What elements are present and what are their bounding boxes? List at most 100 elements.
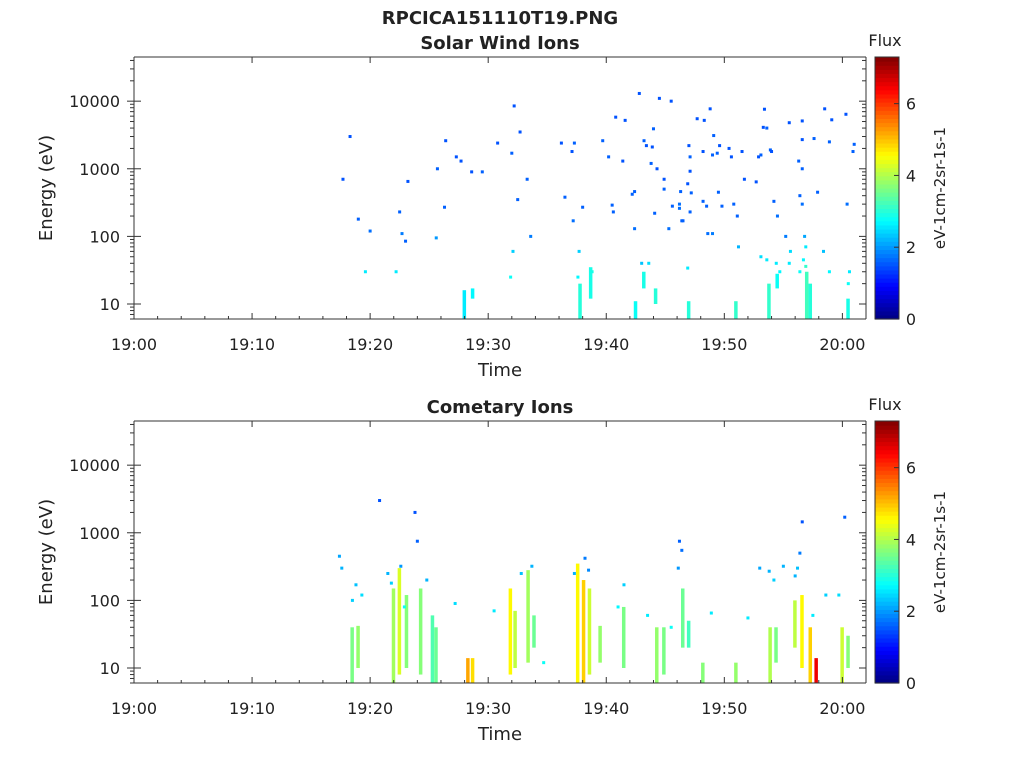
colorbar-segment bbox=[875, 298, 899, 304]
colorbar-segment bbox=[875, 490, 899, 496]
flux-column bbox=[662, 627, 666, 675]
panel-cometary-ions: Cometary Ions 19:00 19:10 19:20 19:30 19:40 19… bbox=[36, 395, 949, 745]
colorbar-segment bbox=[875, 69, 899, 74]
flux-bin bbox=[718, 144, 722, 148]
flux-column bbox=[598, 625, 602, 663]
flux-bin bbox=[781, 564, 785, 568]
colorbar-frame bbox=[874, 56, 900, 320]
colorbar-segment bbox=[875, 498, 899, 504]
colorbar-segment bbox=[875, 241, 899, 246]
flux-column bbox=[767, 283, 771, 319]
flux-bin bbox=[843, 515, 847, 519]
flux-bin bbox=[646, 613, 650, 617]
flux-bin bbox=[770, 150, 774, 154]
colorbar-segment bbox=[875, 588, 899, 594]
flux-bin bbox=[775, 214, 779, 218]
y-tick-label: 100 bbox=[89, 591, 120, 610]
flux-bin bbox=[847, 270, 851, 274]
colorbar-segment bbox=[875, 294, 899, 300]
colorbar-segment bbox=[875, 257, 899, 263]
flux-column bbox=[532, 615, 536, 648]
colorbar-segment bbox=[875, 449, 899, 455]
flux-bin bbox=[852, 142, 856, 146]
colorbar-segment bbox=[875, 228, 899, 234]
colorbar-segment bbox=[875, 237, 899, 242]
flux-bin bbox=[754, 180, 758, 184]
colorbar-segment bbox=[875, 482, 899, 488]
flux-bin bbox=[712, 134, 716, 138]
flux-bin bbox=[402, 605, 406, 609]
colorbar-segment bbox=[875, 613, 899, 619]
flux-column bbox=[734, 301, 738, 319]
flux-bin bbox=[824, 593, 828, 597]
flux-bin bbox=[459, 159, 463, 163]
flux-bin bbox=[563, 195, 567, 199]
colorbar-segment bbox=[875, 93, 899, 99]
colorbar-segment bbox=[875, 560, 899, 565]
flux-bin bbox=[642, 139, 646, 143]
flux-column bbox=[578, 283, 582, 319]
colorbar-segment bbox=[875, 629, 899, 635]
colorbar-tick-label: 0 bbox=[906, 674, 916, 693]
flux-bin bbox=[350, 598, 354, 602]
flux-bin bbox=[701, 150, 705, 154]
flux-bin bbox=[614, 115, 618, 119]
flux-bin bbox=[340, 566, 344, 570]
flux-bin bbox=[772, 199, 776, 203]
flux-bin bbox=[519, 571, 523, 575]
flux-column bbox=[655, 627, 659, 683]
colorbar-segment bbox=[875, 502, 899, 508]
flux-bin bbox=[651, 127, 655, 131]
plot-area bbox=[134, 57, 866, 319]
colorbar-segment bbox=[875, 597, 899, 602]
flux-bin bbox=[765, 258, 769, 262]
flux-bin bbox=[644, 144, 648, 148]
flux-bin bbox=[720, 204, 724, 208]
flux-bin bbox=[679, 190, 683, 194]
colorbar-segment bbox=[875, 601, 899, 606]
colorbar-segment bbox=[875, 306, 899, 312]
flux-bin bbox=[363, 270, 367, 274]
flux-bin bbox=[341, 177, 345, 181]
flux-bin bbox=[386, 571, 390, 575]
colorbar-segment bbox=[875, 433, 899, 438]
colorbar-segment bbox=[875, 568, 899, 574]
colorbar-segment bbox=[875, 658, 899, 664]
flux-bin bbox=[425, 578, 429, 582]
colorbar-segment bbox=[875, 527, 899, 533]
flux-bin bbox=[637, 91, 641, 95]
flux-bin bbox=[518, 130, 522, 134]
flux-bin bbox=[827, 140, 831, 144]
flux-bin bbox=[413, 510, 417, 514]
flux-bin bbox=[611, 210, 615, 214]
colorbar-segment bbox=[875, 486, 899, 492]
x-tick-label: 20:00 bbox=[819, 699, 865, 718]
flux-column bbox=[793, 600, 797, 648]
flux-bin bbox=[768, 148, 772, 152]
flux-column bbox=[768, 627, 772, 683]
flux-bin bbox=[649, 161, 653, 165]
flux-bin bbox=[348, 135, 352, 139]
flux-bin bbox=[687, 144, 691, 148]
flux-bin bbox=[677, 202, 681, 206]
flux-bin bbox=[827, 270, 831, 274]
colorbar-segment bbox=[875, 556, 899, 561]
colorbar-segment bbox=[875, 425, 899, 430]
colorbar-segment bbox=[875, 224, 899, 230]
flux-bin bbox=[576, 275, 580, 279]
colorbar-segment bbox=[875, 441, 899, 447]
flux-column bbox=[814, 658, 818, 683]
colorbar-segment bbox=[875, 126, 899, 132]
flux-bin bbox=[404, 239, 408, 243]
colorbar-tick-label: 4 bbox=[906, 530, 916, 549]
colorbar-segment bbox=[875, 445, 899, 451]
colorbar-segment bbox=[875, 437, 899, 443]
flux-bin bbox=[676, 566, 680, 570]
flux-bin bbox=[800, 138, 804, 142]
flux-column bbox=[840, 627, 844, 683]
flux-bin bbox=[681, 219, 685, 223]
colorbar-segment bbox=[875, 453, 899, 459]
flux-bin bbox=[406, 179, 410, 183]
flux-bin bbox=[798, 194, 802, 198]
